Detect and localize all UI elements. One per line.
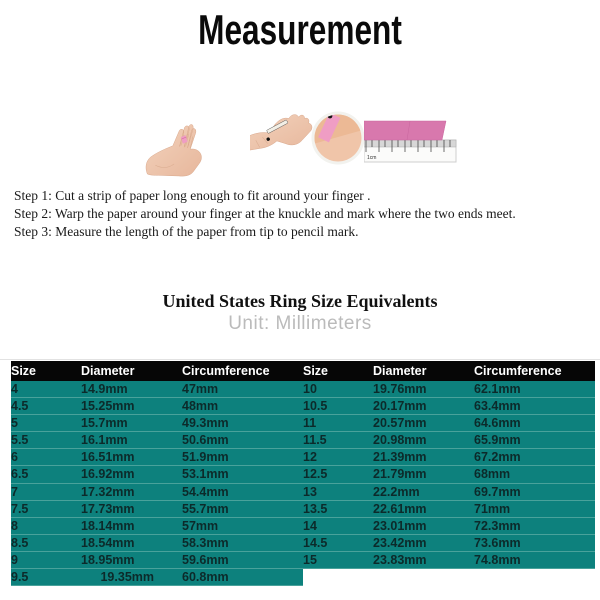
svg-text:1cm: 1cm [367, 155, 376, 161]
